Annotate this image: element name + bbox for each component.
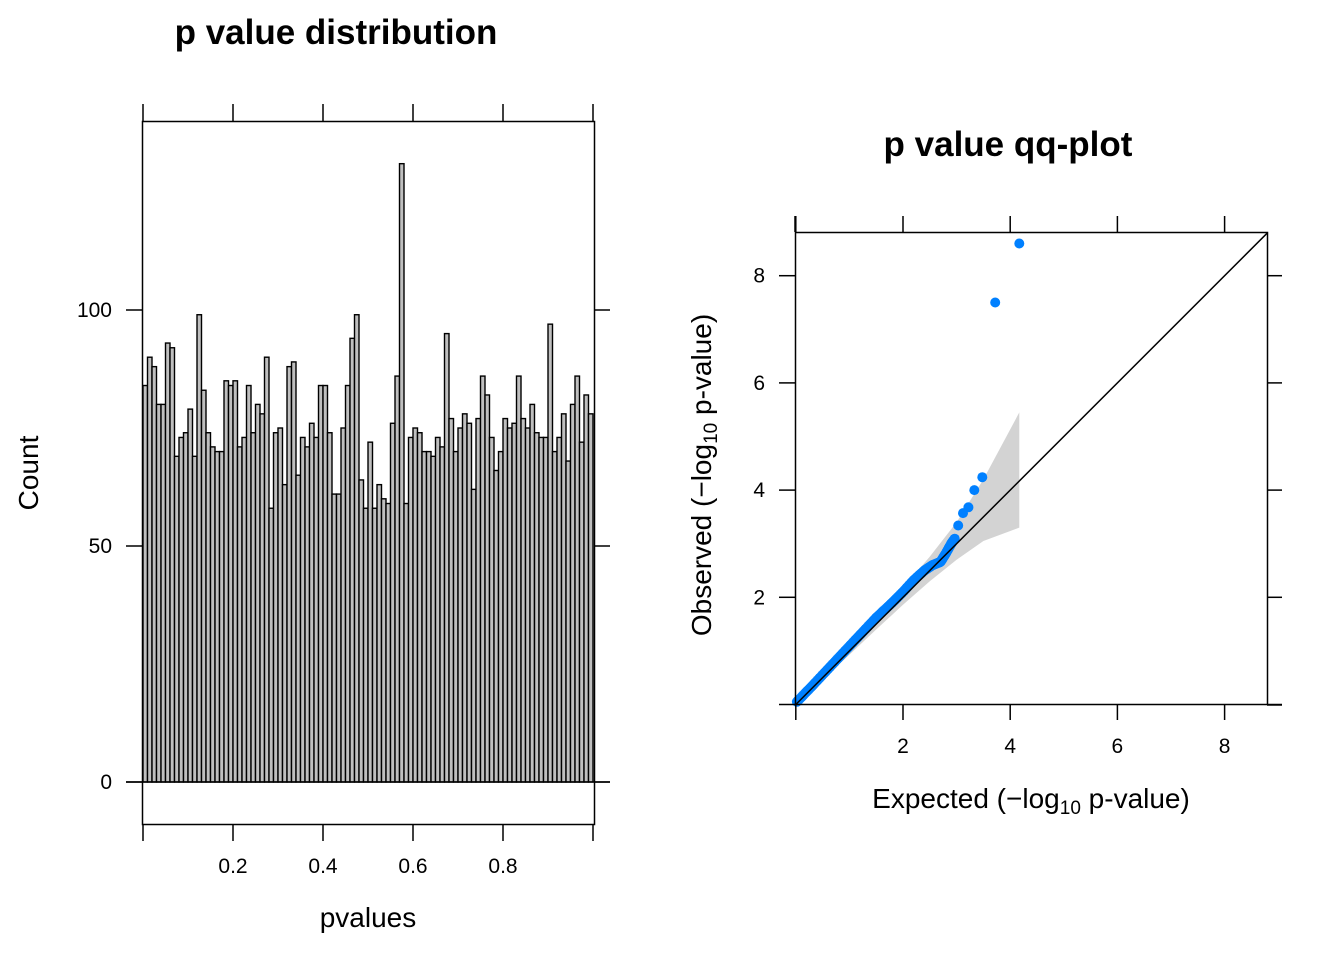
x-tick-label: 0.4 bbox=[308, 855, 338, 878]
y-tick-label: 2 bbox=[753, 586, 765, 609]
qq-point-outlier bbox=[1014, 238, 1025, 249]
histogram-title: p value distribution bbox=[175, 13, 498, 52]
histogram-x-ticks: 0.2 0.4 0.6 0.8 bbox=[142, 104, 594, 878]
qq-y-label-minus: − bbox=[686, 481, 717, 497]
x-tick-label: 6 bbox=[1112, 735, 1124, 758]
qq-y-label-subscript: 10 bbox=[701, 423, 722, 444]
qq-point bbox=[949, 533, 960, 544]
histogram-y-label: Count bbox=[13, 435, 44, 510]
qq-x-label-log: log bbox=[1022, 783, 1059, 814]
y-tick-label: 6 bbox=[753, 372, 765, 395]
x-tick-label: 2 bbox=[897, 735, 909, 758]
reference-line bbox=[795, 232, 1269, 706]
histogram-frame bbox=[141, 120, 596, 826]
y-tick-label: 50 bbox=[89, 535, 112, 558]
qq-y-label-log: log bbox=[686, 444, 717, 481]
y-tick-label: 100 bbox=[77, 299, 112, 322]
x-tick-label: 0.6 bbox=[398, 855, 427, 878]
x-tick-label: 0.8 bbox=[488, 855, 517, 878]
qq-x-ticks: 2 4 6 8 bbox=[795, 216, 1282, 758]
qq-point-outlier bbox=[963, 502, 974, 513]
histogram-panel: p value distribution 0.2 0.4 0.6 0.8 0 50 100… bbox=[13, 13, 610, 933]
x-tick-label: 8 bbox=[1219, 735, 1231, 758]
x-tick-label: 0.2 bbox=[218, 855, 247, 878]
histogram-y-ticks: 0 50 100 bbox=[77, 299, 610, 794]
histogram-x-label: pvalues bbox=[320, 902, 417, 933]
qq-plot-frame bbox=[794, 231, 1269, 706]
qq-plot-title: p value qq-plot bbox=[884, 125, 1133, 164]
qq-x-label-minus: − bbox=[1006, 783, 1022, 814]
histogram-bars bbox=[142, 162, 594, 783]
y-tick-label: 4 bbox=[753, 479, 765, 502]
qq-y-ticks: 2 4 6 8 bbox=[753, 216, 1282, 706]
qq-point-outlier bbox=[969, 485, 980, 496]
qq-y-label-suffix: p-value) bbox=[686, 314, 717, 423]
qq-x-label-suffix: p-value) bbox=[1081, 783, 1190, 814]
histogram-bar bbox=[587, 413, 594, 783]
qq-point-outlier bbox=[953, 520, 964, 531]
qq-point-outlier bbox=[990, 297, 1001, 308]
x-tick-label: 4 bbox=[1004, 735, 1016, 758]
qq-x-label-subscript: 10 bbox=[1060, 798, 1081, 819]
y-tick-label: 0 bbox=[100, 771, 112, 794]
qq-x-label-prefix: Expected ( bbox=[872, 783, 1007, 814]
qq-y-label: Observed (−log10 p-value) bbox=[686, 314, 722, 636]
qq-point-outlier bbox=[977, 472, 988, 483]
qq-y-label-prefix: Observed ( bbox=[686, 497, 717, 636]
y-tick-label: 8 bbox=[753, 265, 765, 288]
qq-x-label: Expected (−log10 p-value) bbox=[872, 783, 1190, 819]
